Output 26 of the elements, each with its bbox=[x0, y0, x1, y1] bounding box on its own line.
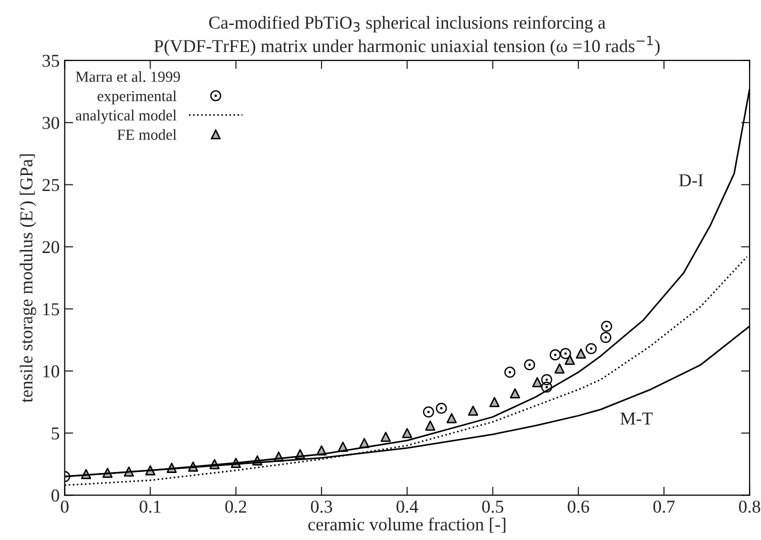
series-label: M-T bbox=[620, 412, 653, 425]
x-tick-label: 0.7 bbox=[653, 500, 675, 513]
legend-title: Marra et al. 1999 bbox=[76, 71, 180, 82]
x-tick-label: 0.3 bbox=[310, 500, 332, 513]
x-tick-label: 0.2 bbox=[225, 500, 246, 513]
y-tick-label: 10 bbox=[43, 365, 60, 378]
x-tick-label: 0.4 bbox=[396, 500, 418, 513]
x-tick-label: 0.6 bbox=[568, 500, 590, 513]
x-tick-label: 0.5 bbox=[482, 500, 504, 513]
y-tick-label: 0 bbox=[51, 489, 60, 502]
y-tick-label: 20 bbox=[42, 241, 60, 254]
series-label: D-I bbox=[679, 174, 703, 186]
chart-title: Ca-modified PbTiO$_{3}$ spherical inclusions reinforcing a P(VDF-TrFE) matrix under harmonic uniaxial tension (ω =10 rads$^{−1}$) bbox=[154, 16, 660, 56]
x-tick-label: 0.1 bbox=[140, 500, 160, 513]
y-axis-title: tensile storage modulus (E′) [GPa] bbox=[20, 154, 36, 402]
x-tick-label: 0.8 bbox=[738, 500, 760, 513]
legend-label: analytical model bbox=[76, 110, 176, 124]
y-tick-label: 25 bbox=[42, 178, 60, 192]
legend-label: experimental bbox=[98, 90, 176, 104]
x-tick-label: 0 bbox=[60, 500, 69, 513]
legend-label: FE model bbox=[117, 129, 176, 140]
x-axis-title: ceramic volume fraction [-] bbox=[308, 518, 506, 533]
y-tick-label: 5 bbox=[52, 428, 60, 440]
y-tick-label: 35 bbox=[42, 54, 60, 67]
y-tick-label: 30 bbox=[42, 116, 60, 130]
y-tick-label: 15 bbox=[43, 303, 60, 316]
